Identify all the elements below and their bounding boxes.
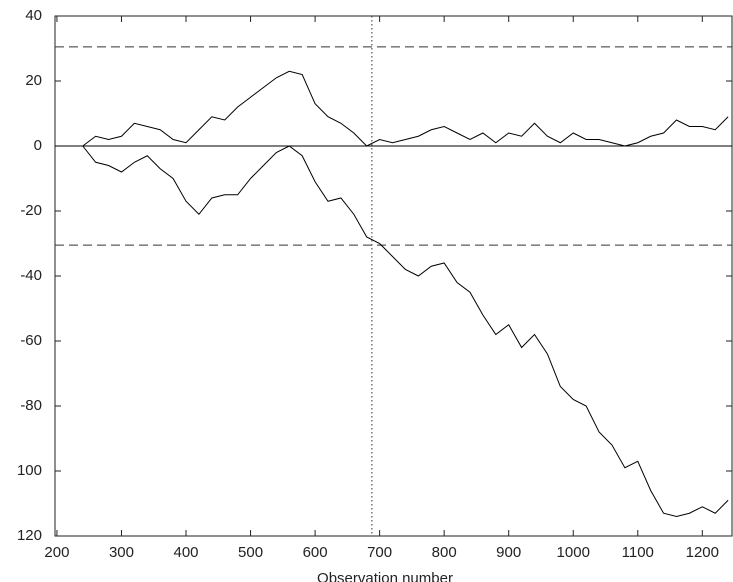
y-tick-label: -60 [20, 332, 42, 349]
x-tick-label: 1100 [622, 544, 654, 561]
y-tick-label: 20 [25, 72, 42, 89]
y-tick-label: 100 [17, 462, 42, 479]
x-tick-label: 600 [303, 544, 328, 561]
x-tick-label: 700 [367, 544, 392, 561]
x-tick-label: 300 [109, 544, 134, 561]
x-tick-label: 1200 [686, 544, 719, 561]
x-tick-label: 800 [432, 544, 457, 561]
y-tick-label: -80 [20, 397, 42, 414]
y-tick-label: 40 [25, 7, 42, 24]
x-tick-label: 400 [173, 544, 198, 561]
y-tick-label: 0 [34, 137, 42, 154]
x-tick-label: 1000 [557, 544, 590, 561]
y-tick-label: -40 [20, 267, 42, 284]
x-axis-label: Observation number [317, 570, 453, 582]
cusum-line [82, 70, 729, 147]
x-tick-label: 900 [496, 544, 521, 561]
cusum-line [82, 145, 729, 518]
x-tick-label: 500 [238, 544, 263, 561]
x-tick-label: 200 [44, 544, 69, 561]
y-tick-label: -20 [20, 202, 42, 219]
plot-frame [54, 15, 733, 537]
y-tick-label: 120 [17, 527, 42, 544]
